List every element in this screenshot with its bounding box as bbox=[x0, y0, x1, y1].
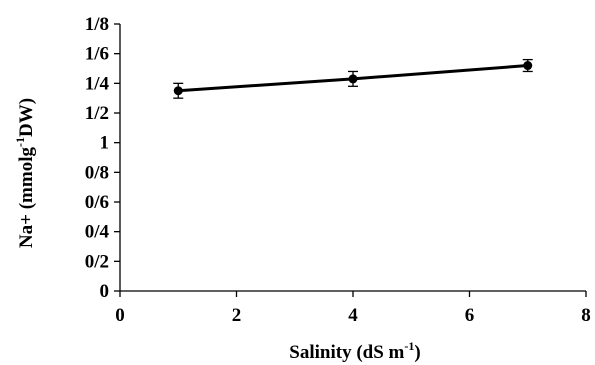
y-tick-label: 0 bbox=[100, 281, 110, 302]
x-axis-ticks: 0 2 4 6 8 bbox=[115, 291, 591, 326]
x-axis-title: Salinity (dS m-1) bbox=[289, 339, 420, 363]
y-axis-title-end: DW) bbox=[16, 98, 37, 137]
x-axis-title-superscript: -1 bbox=[404, 339, 414, 353]
y-tick-label: 0/2 bbox=[85, 251, 109, 272]
x-tick-label: 2 bbox=[232, 305, 242, 326]
y-axis-ticks: 0 0/2 0/4 0/6 0/8 1 1/2 1/4 1/6 1/8 bbox=[85, 14, 120, 302]
data-point bbox=[523, 61, 533, 71]
y-tick-label: 1/8 bbox=[85, 14, 109, 35]
x-axis-title-end: ) bbox=[414, 342, 420, 363]
data-point bbox=[173, 86, 183, 96]
x-tick-label: 4 bbox=[348, 305, 358, 326]
data-point bbox=[348, 74, 358, 84]
y-tick-label: 1 bbox=[100, 133, 110, 154]
x-axis-title-main: Salinity (dS m bbox=[289, 342, 404, 363]
y-axis-title-superscript: -1 bbox=[13, 137, 27, 147]
x-tick-label: 6 bbox=[465, 305, 475, 326]
x-tick-label: 8 bbox=[581, 305, 591, 326]
plot-area bbox=[173, 58, 533, 99]
axes bbox=[119, 24, 586, 292]
y-tick-label: 0/8 bbox=[85, 162, 109, 183]
y-axis-title: Na+ (mmolg-1DW) bbox=[13, 98, 37, 248]
y-tick-label: 0/4 bbox=[85, 222, 110, 243]
x-tick-label: 0 bbox=[115, 305, 125, 326]
y-tick-label: 1/4 bbox=[85, 73, 110, 94]
y-axis-title-main: Na+ (mmolg bbox=[16, 147, 37, 249]
y-tick-label: 0/6 bbox=[85, 192, 109, 213]
y-tick-label: 1/6 bbox=[85, 44, 109, 65]
y-tick-label: 1/2 bbox=[85, 103, 109, 124]
